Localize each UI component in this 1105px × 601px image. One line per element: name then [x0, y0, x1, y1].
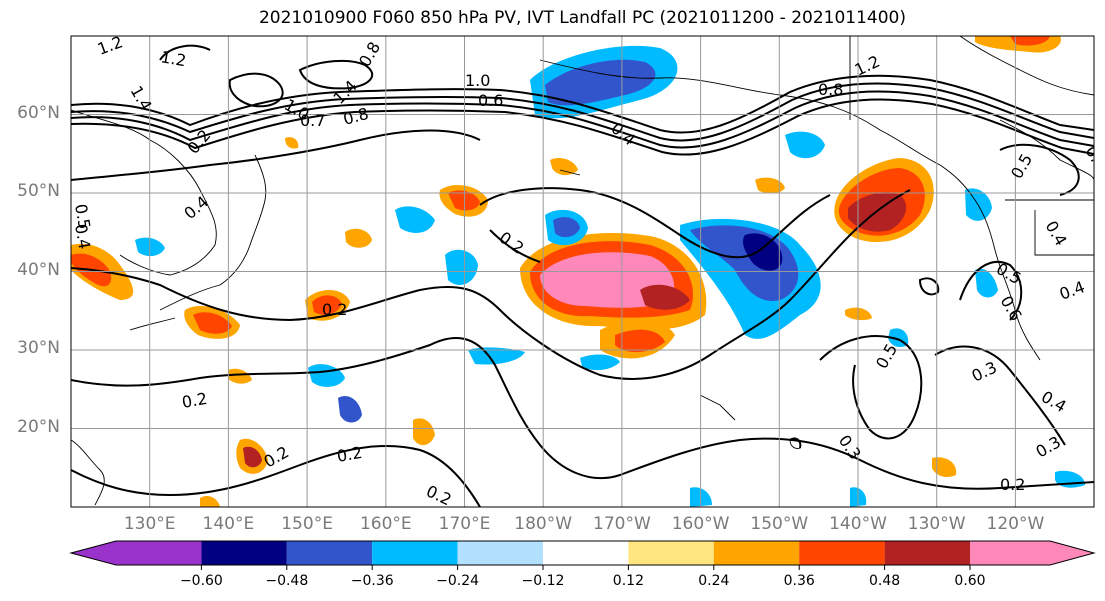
contour-label: 1.0: [465, 71, 490, 90]
lon-label: 160°W: [671, 514, 730, 534]
lon-label: 170°E: [438, 514, 491, 534]
pv-shading: [71, 36, 1085, 507]
contour-label: 0.2: [322, 300, 347, 319]
contour-label: 0.2: [335, 443, 363, 466]
lon-label: 160°E: [359, 514, 412, 534]
colorbar-tick-label: 0.36: [783, 573, 815, 589]
colorbar: [69, 540, 1096, 570]
colorbar-tick-label: −0.60: [179, 573, 223, 589]
lat-label-30: 30°N: [17, 338, 60, 358]
contour-label: 0.6: [478, 91, 503, 110]
colorbar-tick-label: −0.24: [436, 573, 480, 589]
contour-label: 0.4: [71, 222, 94, 250]
colorbar-tick-label: 0.12: [612, 573, 644, 589]
contour-label: 0.7: [300, 111, 325, 130]
lon-label: 150°E: [281, 514, 333, 534]
colorbar-tick-label: −0.12: [521, 573, 565, 589]
colorbar-tick-label: 0.60: [954, 573, 986, 589]
lon-label: 140°W: [829, 514, 887, 534]
colorbar-tick-label: −0.48: [265, 573, 309, 589]
lon-label: 180°W: [514, 514, 573, 534]
colorbar-tick-label: 0.48: [869, 573, 901, 589]
lon-label: 130°W: [907, 514, 966, 534]
colorbar-tick-label: −0.36: [350, 573, 394, 589]
contour-label: 0.2: [180, 389, 208, 412]
lon-label: 140°E: [202, 514, 255, 534]
contour-label: 0.5: [71, 202, 94, 230]
lon-label: 170°W: [593, 514, 651, 534]
map-title: 2021010900 F060 850 hPa PV, IVT Landfall…: [258, 8, 906, 28]
contour-label: 1.2: [159, 47, 187, 70]
lon-label: 150°W: [750, 514, 809, 534]
lon-label: 130°E: [123, 514, 176, 534]
colorbar-tick-label: 0.24: [698, 573, 730, 589]
contour-label: 0.2: [1000, 475, 1025, 494]
lat-label-20: 20°N: [17, 417, 60, 437]
lat-label-60: 60°N: [17, 103, 60, 123]
lon-label: 120°W: [986, 514, 1045, 534]
contour-label: 0.8: [818, 80, 843, 99]
lat-label-40: 40°N: [17, 260, 60, 280]
gridlines: [71, 36, 1094, 507]
map-frame: [70, 35, 1095, 508]
lat-label-50: 50°N: [17, 181, 60, 201]
pv-contours: [71, 44, 1094, 507]
